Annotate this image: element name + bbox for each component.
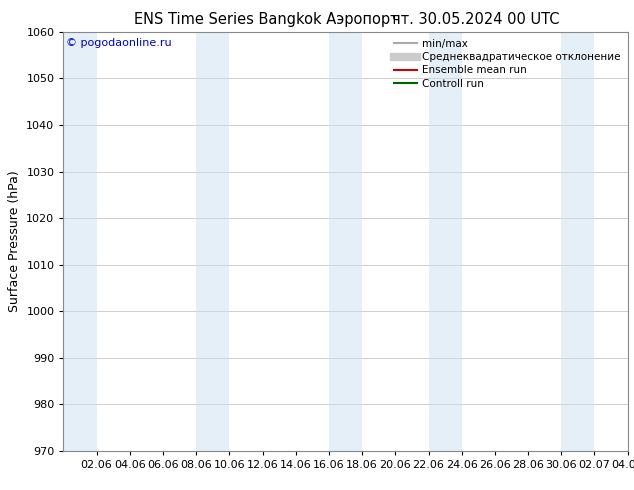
Bar xyxy=(329,32,362,451)
Y-axis label: Surface Pressure (hPa): Surface Pressure (hPa) xyxy=(8,171,21,312)
Text: чт. 30.05.2024 00 UTC: чт. 30.05.2024 00 UTC xyxy=(392,12,559,27)
Bar xyxy=(196,32,230,451)
Bar xyxy=(561,32,595,451)
Bar xyxy=(63,32,96,451)
Bar xyxy=(429,32,462,451)
Legend: min/max, Среднеквадратическое отклонение, Ensemble mean run, Controll run: min/max, Среднеквадратическое отклонение… xyxy=(389,35,624,93)
Text: © pogodaonline.ru: © pogodaonline.ru xyxy=(66,38,172,48)
Text: ENS Time Series Bangkok Аэропорт: ENS Time Series Bangkok Аэропорт xyxy=(134,12,399,27)
